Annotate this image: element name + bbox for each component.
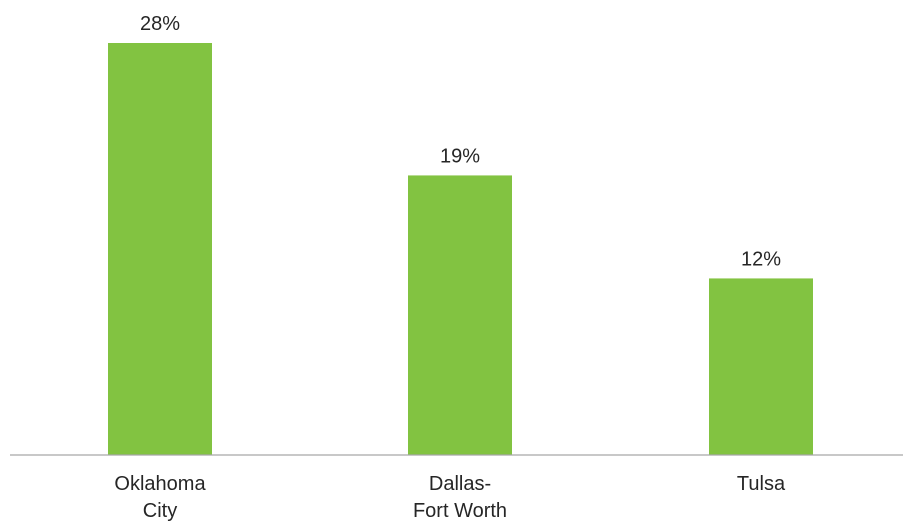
bar-2	[709, 278, 813, 455]
value-label-1: 19%	[440, 145, 480, 167]
category-label-0-line-1: City	[143, 500, 177, 522]
bar-0	[108, 43, 212, 455]
bars-group	[108, 43, 813, 455]
value-label-0: 28%	[140, 13, 180, 35]
category-label-1-line-0: Dallas-	[429, 473, 491, 495]
category-labels-group: Oklahoma City Dallas- Fort Worth Tulsa	[114, 473, 786, 522]
value-label-2: 12%	[741, 248, 781, 270]
category-label-2-line-0: Tulsa	[737, 473, 786, 495]
bar-1	[408, 175, 512, 455]
category-label-0-line-0: Oklahoma	[114, 473, 206, 495]
category-label-1-line-1: Fort Worth	[413, 500, 507, 522]
value-labels-group: 28% 19% 12%	[140, 13, 781, 270]
